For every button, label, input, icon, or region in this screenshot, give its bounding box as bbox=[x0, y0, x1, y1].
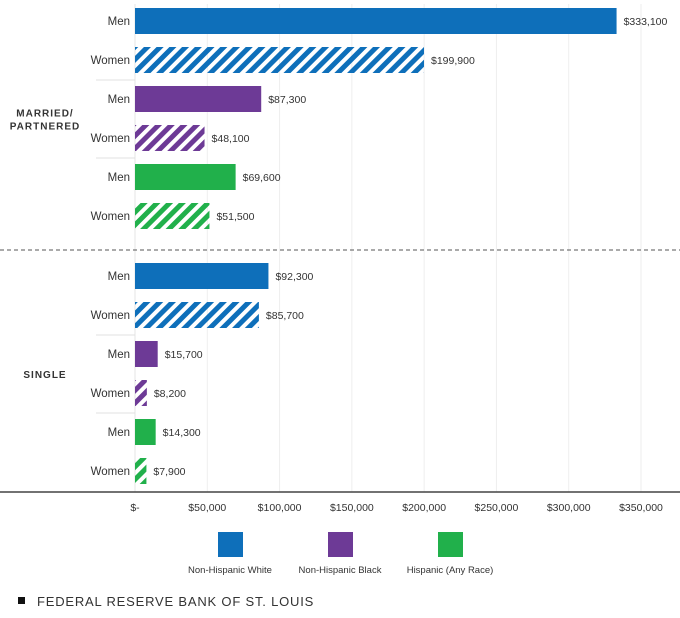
x-tick-label: $100,000 bbox=[258, 502, 302, 514]
bar bbox=[135, 125, 205, 151]
data-label: $48,100 bbox=[212, 133, 250, 145]
category-label: Men bbox=[108, 16, 130, 28]
legend-swatch bbox=[438, 532, 463, 557]
category-label: Women bbox=[91, 388, 130, 400]
bar bbox=[135, 164, 236, 190]
legend-label: Non-Hispanic White bbox=[188, 565, 272, 576]
legend-label: Non-Hispanic Black bbox=[299, 565, 382, 576]
data-label: $15,700 bbox=[165, 349, 203, 361]
bar bbox=[135, 419, 156, 445]
bar bbox=[135, 203, 210, 229]
data-label: $7,900 bbox=[153, 466, 185, 478]
x-tick-label: $50,000 bbox=[188, 502, 226, 514]
category-label: Women bbox=[91, 466, 130, 478]
bar bbox=[135, 341, 158, 367]
bar bbox=[135, 458, 147, 484]
x-tick-label: $250,000 bbox=[475, 502, 519, 514]
x-tick-label: $300,000 bbox=[547, 502, 591, 514]
x-tick-label: $200,000 bbox=[402, 502, 446, 514]
category-label: Men bbox=[108, 427, 130, 439]
category-label: Men bbox=[108, 94, 130, 106]
legend-swatch bbox=[218, 532, 243, 557]
bar bbox=[135, 8, 617, 34]
x-tick-label: $- bbox=[130, 502, 140, 514]
bar bbox=[135, 380, 147, 406]
data-label: $8,200 bbox=[154, 388, 186, 400]
footer-source: FEDERAL RESERVE BANK OF ST. LOUIS bbox=[37, 594, 314, 609]
category-label: Men bbox=[108, 271, 130, 283]
category-label: Men bbox=[108, 172, 130, 184]
data-label: $333,100 bbox=[624, 16, 668, 28]
x-tick-label: $350,000 bbox=[619, 502, 663, 514]
group-label: SINGLE bbox=[23, 370, 66, 381]
data-label: $14,300 bbox=[163, 427, 201, 439]
category-label: Men bbox=[108, 349, 130, 361]
category-label: Women bbox=[91, 211, 130, 223]
group-label: MARRIED/ bbox=[16, 109, 73, 120]
bar bbox=[135, 263, 269, 289]
legend-swatch bbox=[328, 532, 353, 557]
data-label: $51,500 bbox=[216, 211, 254, 223]
data-label: $69,600 bbox=[243, 172, 281, 184]
bar bbox=[135, 302, 259, 328]
category-label: Women bbox=[91, 55, 130, 67]
legend-label: Hispanic (Any Race) bbox=[407, 565, 494, 576]
bar bbox=[135, 47, 424, 73]
category-label: Women bbox=[91, 133, 130, 145]
data-label: $87,300 bbox=[268, 94, 306, 106]
footer-bullet-icon bbox=[18, 597, 25, 604]
x-tick-label: $150,000 bbox=[330, 502, 374, 514]
group-label: PARTNERED bbox=[10, 122, 80, 133]
data-label: $92,300 bbox=[275, 271, 313, 283]
category-label: Women bbox=[91, 310, 130, 322]
data-label: $199,900 bbox=[431, 55, 475, 67]
data-label: $85,700 bbox=[266, 310, 304, 322]
bar bbox=[135, 86, 262, 112]
